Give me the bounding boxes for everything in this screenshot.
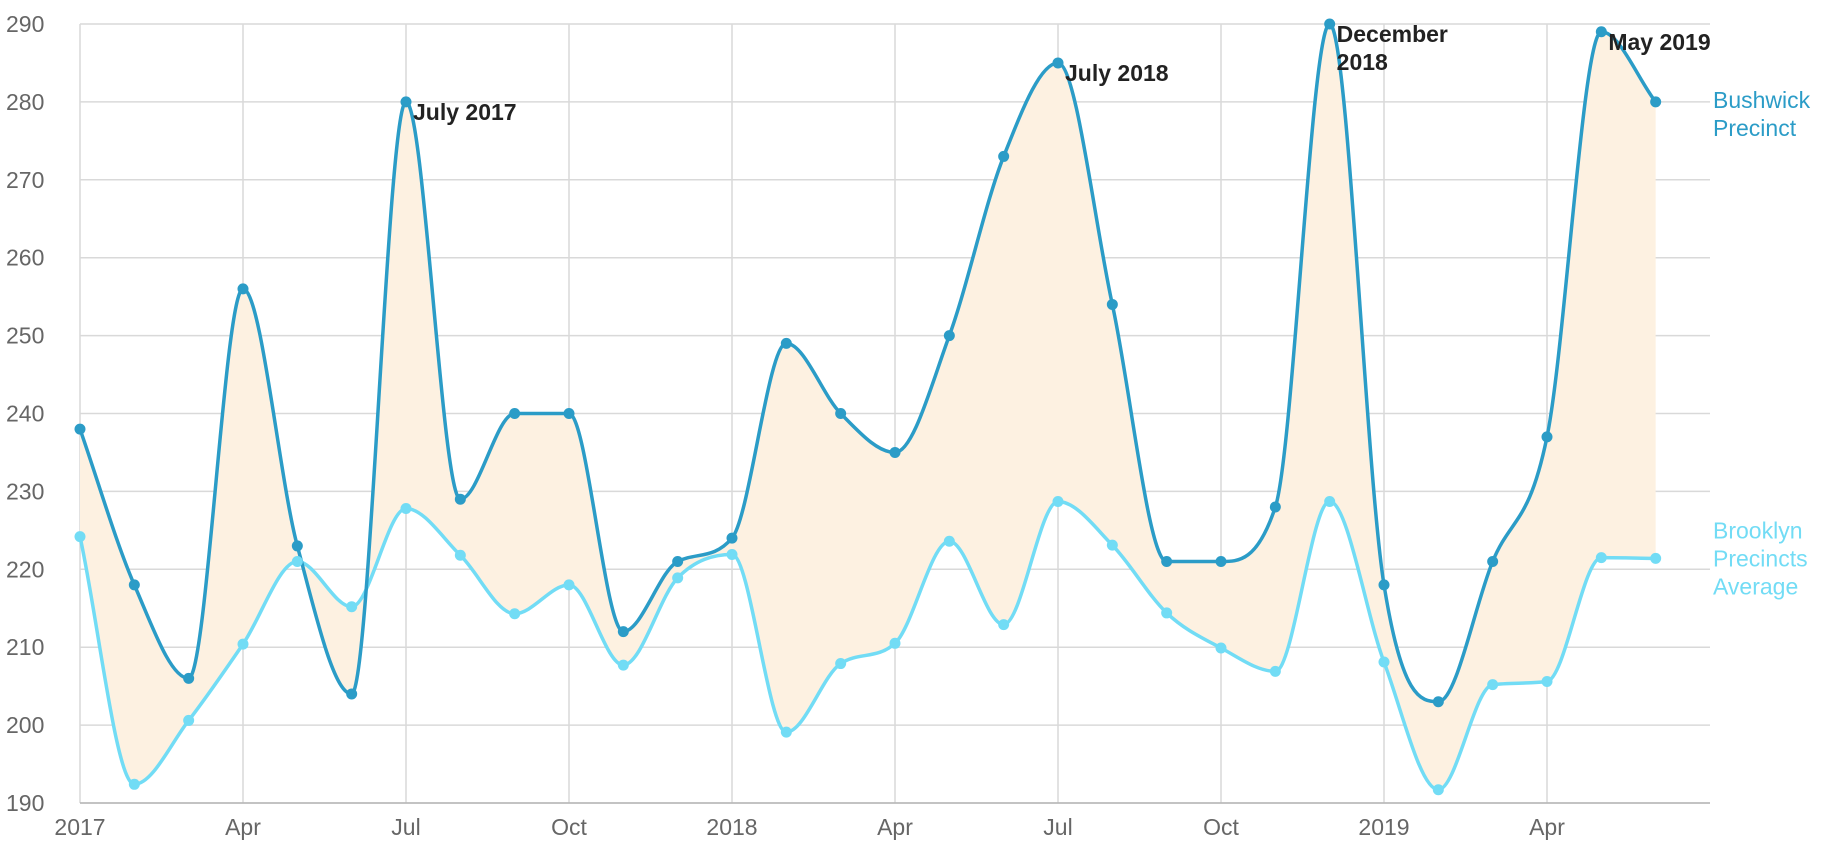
data-point-brooklyn-average [998, 619, 1010, 631]
data-point-bushwick [780, 337, 792, 349]
data-point-brooklyn-average [509, 608, 521, 620]
y-tick-label: 200 [6, 712, 44, 738]
y-tick-label: 210 [6, 634, 44, 660]
x-tick-label: Jul [1043, 814, 1072, 840]
data-point-bushwick [1595, 26, 1607, 38]
data-point-brooklyn-average [1052, 496, 1064, 508]
y-tick-label: 280 [6, 89, 44, 115]
data-point-bushwick [400, 96, 412, 108]
data-point-bushwick [726, 532, 738, 544]
data-point-brooklyn-average [128, 778, 140, 790]
y-tick-label: 190 [6, 790, 44, 816]
data-point-bushwick [672, 556, 684, 568]
y-tick-label: 220 [6, 556, 44, 582]
data-point-bushwick [943, 330, 955, 342]
data-point-brooklyn-average [454, 549, 466, 561]
x-tick-label: Oct [551, 814, 587, 840]
data-point-bushwick [509, 408, 521, 419]
y-tick-label: 260 [6, 245, 44, 271]
data-point-bushwick [1324, 18, 1336, 30]
data-point-brooklyn-average [1541, 675, 1553, 687]
data-point-bushwick [617, 626, 629, 638]
series-points [74, 18, 1662, 796]
data-point-bushwick [563, 408, 575, 419]
data-point-bushwick [74, 423, 86, 435]
data-point-brooklyn-average [1106, 539, 1118, 551]
y-tick-label: 240 [6, 401, 44, 427]
data-point-brooklyn-average [1215, 642, 1227, 654]
data-point-brooklyn-average [400, 503, 412, 515]
data-point-bushwick [1052, 57, 1064, 69]
difference-fill-area [80, 24, 1656, 790]
data-point-bushwick [1215, 556, 1227, 568]
data-point-brooklyn-average [563, 579, 575, 591]
data-point-brooklyn-average [1161, 607, 1173, 619]
annotation-label: July 2017 [413, 99, 517, 125]
data-point-brooklyn-average [237, 638, 249, 650]
data-point-bushwick [835, 408, 847, 419]
data-point-brooklyn-average [835, 658, 847, 670]
data-point-brooklyn-average [726, 548, 738, 560]
data-point-brooklyn-average [1432, 784, 1444, 796]
x-tick-label: Jul [391, 814, 420, 840]
data-point-brooklyn-average [889, 637, 901, 649]
x-tick-label: Apr [877, 814, 913, 840]
data-point-bushwick [1650, 96, 1662, 108]
data-point-brooklyn-average [291, 556, 303, 568]
series-label: Bushwick Precinct [1713, 87, 1811, 141]
data-point-brooklyn-average [943, 535, 955, 547]
data-point-brooklyn-average [1378, 656, 1390, 668]
x-tick-label: Oct [1203, 814, 1239, 840]
data-point-bushwick [1487, 556, 1499, 568]
data-point-bushwick [183, 672, 195, 684]
data-point-brooklyn-average [74, 531, 86, 543]
data-point-brooklyn-average [1650, 552, 1662, 564]
data-point-bushwick [998, 150, 1010, 162]
data-point-bushwick [889, 446, 901, 458]
data-point-bushwick [291, 540, 303, 552]
series-label: Brooklyn Precincts Average [1713, 517, 1808, 599]
data-point-bushwick [128, 579, 140, 591]
y-tick-label: 270 [6, 167, 44, 193]
data-point-bushwick [1106, 298, 1118, 310]
data-point-bushwick [1269, 501, 1281, 513]
data-point-brooklyn-average [780, 726, 792, 738]
data-point-bushwick [1161, 556, 1173, 568]
y-tick-label: 230 [6, 478, 44, 504]
data-point-brooklyn-average [617, 659, 629, 671]
data-point-bushwick [1541, 431, 1553, 443]
data-point-bushwick [454, 493, 466, 505]
x-tick-label: Apr [225, 814, 261, 840]
data-point-bushwick [237, 283, 249, 295]
data-point-brooklyn-average [346, 601, 358, 613]
annotation-label: December 2018 [1337, 21, 1448, 75]
data-point-bushwick [1432, 696, 1444, 708]
y-tick-label: 250 [6, 323, 44, 349]
x-tick-label: 2017 [54, 814, 105, 840]
data-point-bushwick [346, 688, 358, 700]
x-tick-label: 2019 [1358, 814, 1409, 840]
annotation-label: May 2019 [1608, 29, 1710, 55]
data-point-brooklyn-average [1269, 665, 1281, 677]
x-tick-label: Apr [1529, 814, 1565, 840]
labels: 190 200 210 220 230 240 250 260 270 280 290 2017 Apr… [6, 11, 1811, 840]
data-point-brooklyn-average [1324, 496, 1336, 508]
data-point-brooklyn-average [672, 572, 684, 584]
data-point-brooklyn-average [1595, 552, 1607, 564]
x-tick-label: 2018 [706, 814, 757, 840]
series-lines [78, 22, 1658, 792]
data-point-brooklyn-average [183, 714, 195, 726]
annotation-label: July 2018 [1065, 60, 1169, 86]
y-tick-label: 290 [6, 11, 44, 37]
data-point-brooklyn-average [1487, 679, 1499, 691]
data-point-bushwick [1378, 579, 1390, 591]
